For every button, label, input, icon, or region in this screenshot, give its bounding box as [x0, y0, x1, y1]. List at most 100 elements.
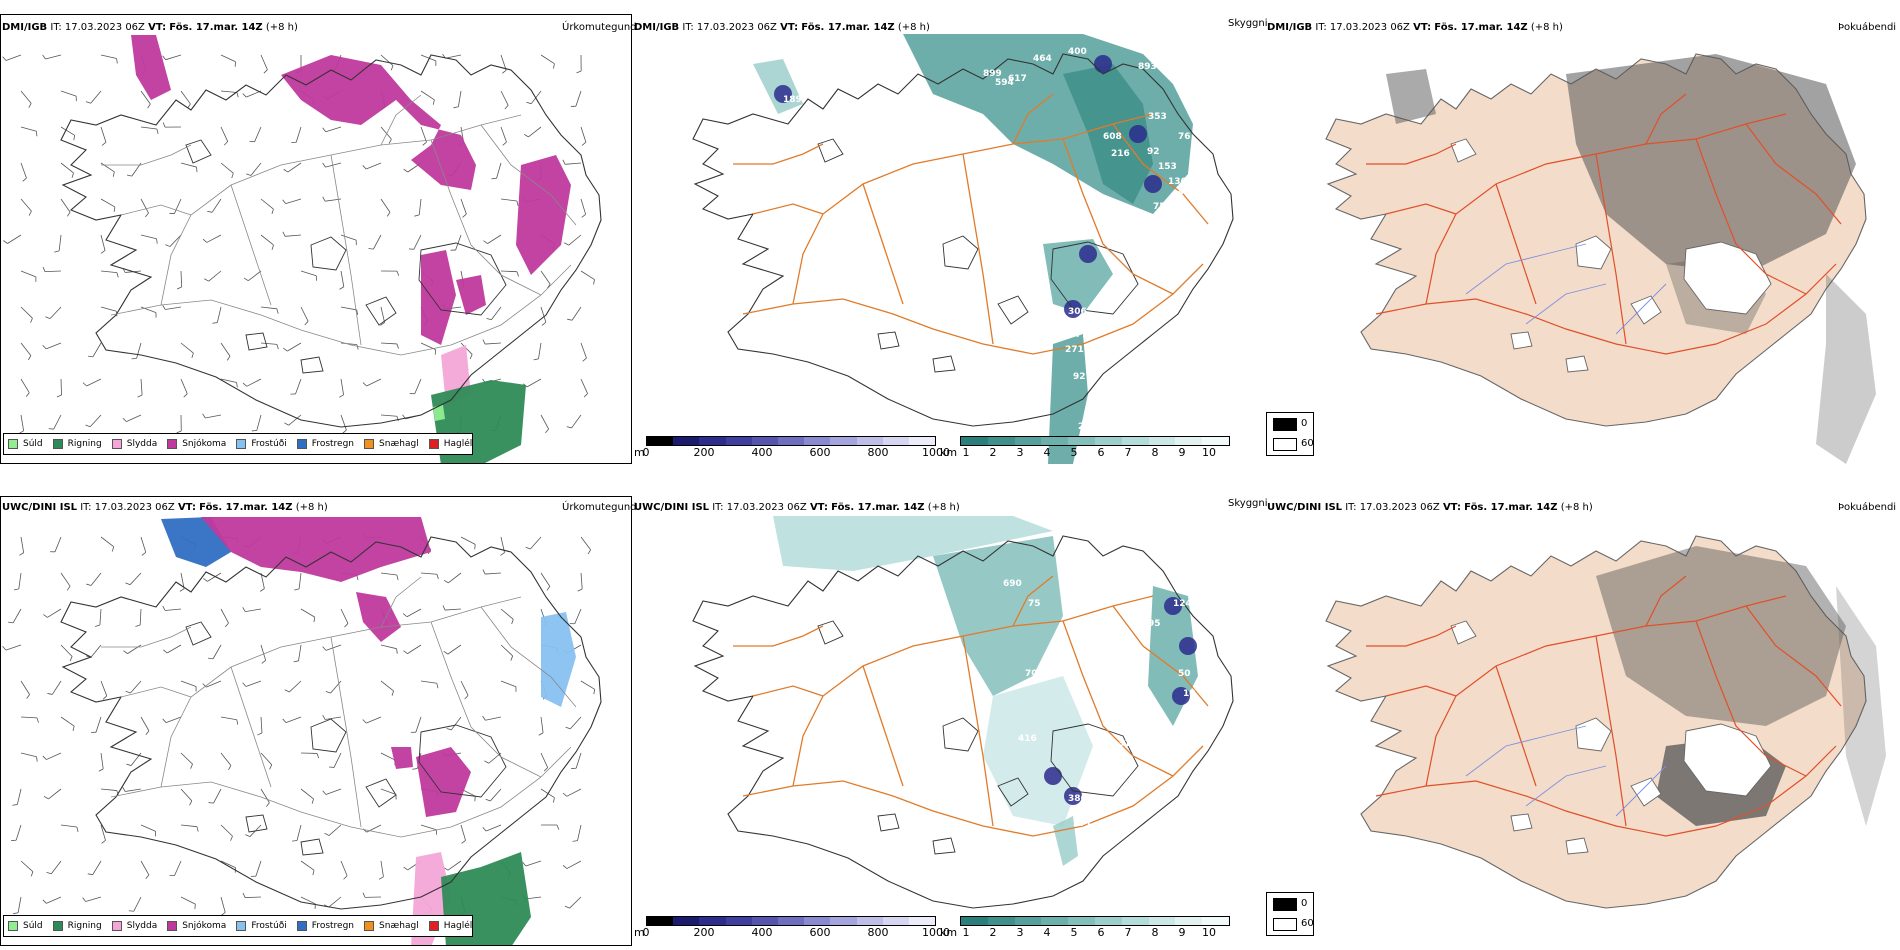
wind-barb — [580, 342, 587, 359]
legend-label: Snæhagl — [379, 921, 419, 931]
wind-barb-tick — [26, 694, 30, 699]
visibility-scale-tick: 4 — [1043, 926, 1051, 939]
visibility-spot-value: 35 — [1173, 207, 1186, 217]
fog-label-dmi: Þokuábendi — [1838, 22, 1897, 33]
wind-barb-tick — [71, 172, 74, 178]
height-scale-step — [777, 437, 805, 445]
wind-barb — [100, 270, 117, 273]
visibility-area — [933, 536, 1063, 696]
wind-barb — [92, 342, 102, 358]
road-line — [962, 153, 994, 345]
wind-barb-tick — [141, 551, 146, 556]
cloud-cover-legend: 0 60 — [1266, 412, 1314, 456]
road-line — [430, 621, 542, 778]
coastline — [60, 54, 602, 428]
fog-label-uwc: Þokuábendi — [1838, 502, 1897, 513]
visibility-scale-tick: 1 — [962, 446, 970, 459]
height-scale-step — [777, 917, 805, 925]
wind-barb-tick — [322, 646, 327, 651]
visibility-scale-step — [1121, 917, 1149, 925]
legend-label: Snjókoma — [182, 439, 227, 449]
visibility-scale-tick: 2 — [989, 926, 997, 939]
fog-title-uwc: UWC/DINI ISL IT: 17.03.2023 06Z VT: Fös.… — [1267, 502, 1593, 513]
legend-swatch — [52, 921, 63, 931]
wind-barb-tick — [482, 569, 486, 575]
cloud-cover-legend: 0 60 — [1266, 892, 1314, 936]
wind-barb — [95, 716, 102, 733]
wind-barb-tick — [396, 343, 399, 349]
wind-barb-tick — [212, 322, 218, 324]
wind-barb-tick — [145, 874, 150, 880]
wind-barb-tick — [510, 655, 514, 661]
visibility-spot-value: 18 — [1183, 689, 1196, 699]
wind-barb-tick — [223, 141, 229, 146]
wind-barb-tick — [19, 430, 24, 434]
wind-barb-tick — [562, 792, 568, 797]
wind-barb-tick — [565, 726, 571, 730]
wind-barb — [140, 378, 143, 395]
wind-barb — [415, 716, 422, 733]
road-line — [1495, 183, 1537, 305]
river-line — [1525, 765, 1607, 807]
wind-barb-tick — [469, 354, 473, 360]
wind-barb-tick — [276, 308, 279, 314]
visibility-scale-step — [1148, 917, 1176, 925]
wind-barb — [206, 680, 222, 688]
glacier-area — [1450, 138, 1477, 163]
wind-barb-tick — [66, 211, 71, 217]
wind-barb — [140, 860, 150, 876]
low-cloud-spot — [1079, 245, 1097, 263]
wind-barb — [220, 824, 233, 837]
wind-barb — [89, 414, 102, 428]
low-cloud-spot — [1094, 55, 1112, 73]
precip-area-snjókoma — [456, 275, 486, 315]
road-line — [1112, 605, 1209, 707]
visibility-scale-tick: 7 — [1124, 926, 1132, 939]
wind-barb — [20, 860, 34, 872]
road-line — [1366, 625, 1457, 647]
wind-barb-tick — [42, 266, 46, 272]
visibility-spot-value: 464 — [1033, 54, 1052, 64]
wind-barb-tick — [8, 621, 14, 624]
wind-barb-tick — [311, 798, 314, 804]
legend-label: Súld — [23, 439, 43, 449]
fog-area — [1386, 69, 1436, 124]
wind-barb-tick — [593, 689, 596, 695]
visibility-scale-tick: 9 — [1178, 926, 1186, 939]
wind-barb — [328, 896, 342, 908]
wind-barb-tick — [147, 103, 151, 109]
wind-barb — [447, 860, 462, 871]
legend-swatch — [428, 439, 439, 449]
road-line — [742, 263, 1204, 355]
wind-barb — [380, 126, 392, 140]
wind-barb-tick — [362, 165, 367, 170]
wind-barb — [54, 536, 62, 552]
wind-barb — [248, 270, 262, 282]
wind-barb — [420, 824, 437, 831]
wind-barb-tick — [282, 718, 287, 723]
visibility-scale-step — [1041, 917, 1069, 925]
cloud-legend-swatch — [1273, 898, 1297, 911]
wind-barb — [451, 716, 462, 731]
wind-barb — [100, 680, 108, 697]
visibility-spot-value: 75 — [1028, 599, 1041, 609]
height-scale-unit: m — [634, 446, 645, 459]
wind-barb — [575, 90, 582, 107]
wind-barb — [575, 752, 582, 769]
wind-barb-tick — [593, 279, 595, 285]
wind-barb-tick — [43, 796, 49, 800]
glacier-outline — [932, 355, 956, 373]
wind-barb-tick — [362, 382, 367, 387]
visibility-spot-value: 92 — [1147, 147, 1160, 157]
wind-barb — [48, 788, 62, 800]
wind-barb-tick — [46, 872, 52, 875]
low-cloud-spot — [1164, 597, 1182, 615]
wind-barb-tick — [553, 63, 555, 69]
road-line — [1012, 575, 1054, 627]
wind-barb — [380, 342, 397, 345]
visibility-panel-dmi: 400 464 893 899 594 617 189 353 608 216 92 76 153 136… — [633, 14, 1265, 464]
height-scale-tick: 200 — [693, 926, 715, 939]
wind-barb-tick — [368, 248, 374, 250]
visibility-scale-unit: km — [940, 926, 958, 939]
wind-barb-tick — [176, 286, 182, 290]
